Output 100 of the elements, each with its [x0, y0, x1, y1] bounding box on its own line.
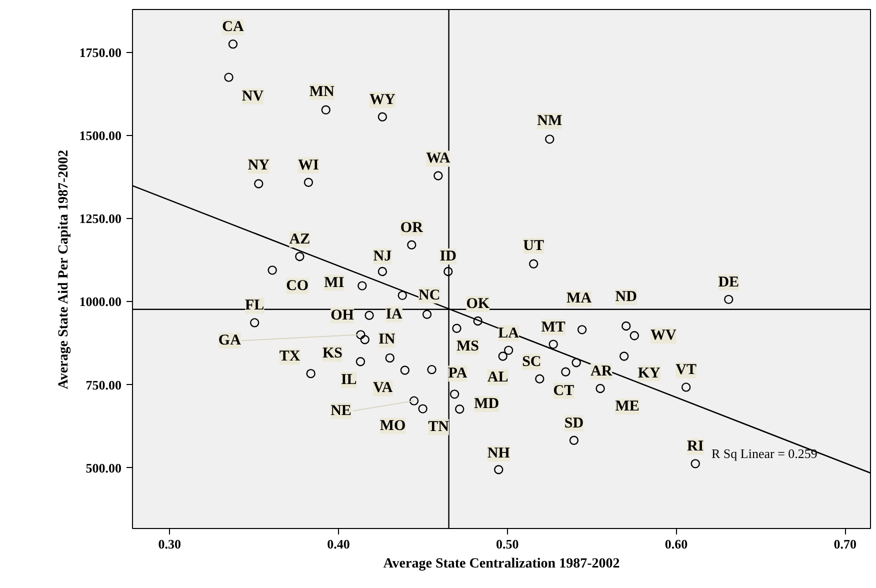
annotation: ID [440, 248, 457, 264]
annotation: ME [615, 398, 640, 415]
annotation: FL [245, 298, 264, 314]
point [561, 367, 570, 376]
annotation: NC [418, 287, 440, 304]
point [378, 266, 388, 276]
annotation: NV [242, 88, 264, 104]
point [228, 39, 238, 49]
annotation: GA [218, 332, 242, 349]
annotation: OK [466, 296, 490, 312]
point [548, 340, 558, 349]
point [418, 404, 428, 414]
x-tick-label: 0.40 [327, 536, 350, 552]
annotation: AZ [289, 232, 310, 248]
annotation: OR [400, 220, 424, 236]
y-tick-label: 1000.00 [79, 294, 122, 310]
point [250, 318, 260, 328]
annotation: IL [340, 372, 357, 388]
annotation: MT [541, 319, 566, 336]
point [473, 316, 482, 326]
point [455, 404, 464, 414]
point [450, 390, 460, 399]
annotation: RI [687, 438, 704, 455]
y-axis-title: Average State Aid Per Capita 1987-2002 [56, 150, 72, 390]
annotation: KS [322, 346, 342, 362]
point [452, 324, 462, 333]
point [427, 364, 436, 374]
annotation: NE [330, 402, 352, 419]
point [494, 465, 504, 474]
x-axis-title: Average State Centralization 1987-2002 [383, 556, 620, 572]
point [422, 310, 432, 319]
point [385, 353, 394, 363]
point [681, 382, 691, 392]
point [504, 346, 514, 355]
annotation: SC [522, 354, 542, 370]
annotation: IN [378, 332, 396, 348]
point [364, 310, 374, 320]
point [572, 358, 581, 368]
annotation: AR [590, 364, 612, 380]
y-tick-label: 750.00 [86, 377, 122, 392]
x-tick-label: 0.70 [834, 536, 857, 552]
annotation: CT [553, 382, 574, 399]
annotation: NY [248, 158, 270, 174]
annotation: VA [373, 380, 393, 396]
annotation: UT [523, 238, 544, 254]
annotation: PA [448, 366, 468, 382]
x-tick-label: 0.60 [664, 536, 688, 552]
annotation: TN [428, 419, 450, 436]
annotation: IA [386, 306, 403, 322]
annotation: R Sq Linear = 0.259 [712, 446, 818, 461]
annotation: OH [330, 307, 354, 324]
point [360, 335, 370, 344]
annotation: KY [638, 365, 661, 382]
annotation: SD [564, 415, 584, 432]
point [535, 374, 544, 384]
point [630, 331, 640, 340]
annotation: NJ [373, 248, 392, 264]
point [358, 281, 367, 290]
point [295, 252, 304, 262]
point [268, 266, 277, 275]
point [356, 357, 366, 366]
annotation: DE [718, 274, 740, 290]
point [306, 368, 316, 378]
annotation: CO [286, 278, 309, 294]
point [596, 384, 605, 394]
x-tick-label: 0.30 [158, 536, 182, 552]
annotation: VT [676, 362, 697, 378]
point [434, 171, 443, 180]
y-tick-label: 1500.00 [79, 128, 122, 144]
point [400, 366, 410, 375]
point [528, 259, 538, 268]
annotation: MA [566, 290, 592, 307]
annotation: MI [324, 274, 344, 291]
point [622, 321, 631, 331]
annotation: AL [487, 369, 508, 386]
annotation: WV [650, 328, 676, 344]
annotation: TX [279, 348, 300, 365]
annotation: WI [298, 157, 320, 174]
annotation: LA [498, 325, 520, 342]
annotation: ND [615, 289, 638, 306]
x-tick-label: 0.50 [496, 536, 519, 552]
y-tick-label: 1750.00 [79, 44, 122, 60]
point [724, 294, 734, 304]
annotation: NM [537, 113, 562, 130]
point [620, 352, 629, 361]
annotation: MS [456, 338, 479, 354]
y-tick-label: 500.00 [86, 460, 122, 476]
annotation: MD [474, 396, 500, 412]
point [569, 436, 579, 445]
annotation: NH [487, 446, 510, 462]
point [224, 72, 234, 82]
point [356, 330, 366, 340]
annotation: WA [426, 150, 450, 167]
annotation: WY [370, 92, 396, 108]
annotation: CA [222, 19, 244, 36]
point [378, 112, 388, 122]
point [444, 266, 453, 276]
point [398, 290, 407, 300]
point [254, 179, 264, 188]
point [690, 459, 700, 468]
